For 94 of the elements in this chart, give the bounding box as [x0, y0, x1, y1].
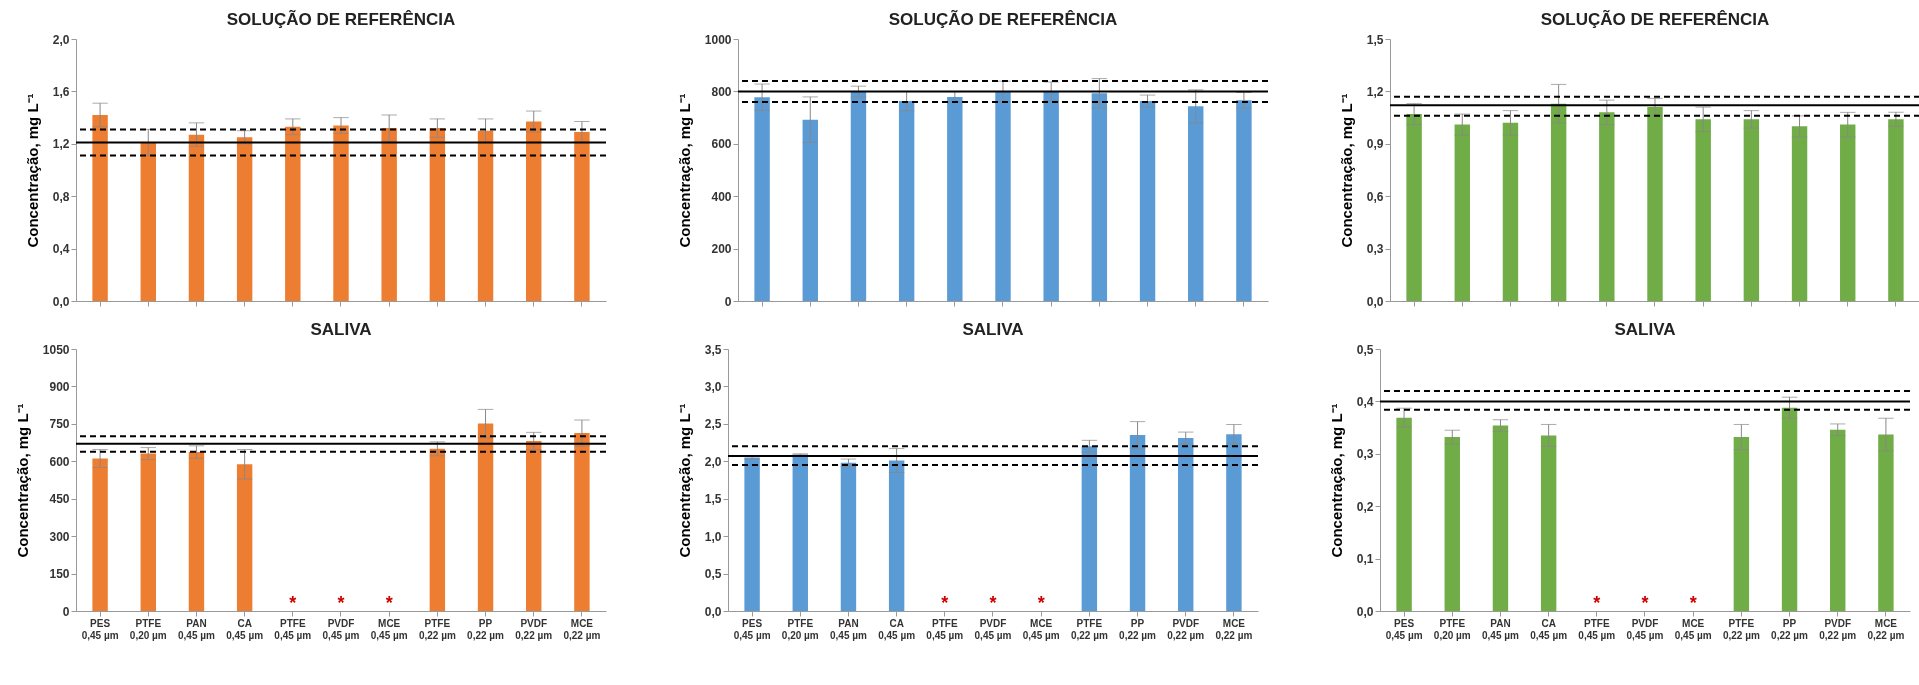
y-tick-label: 150	[49, 567, 70, 582]
x-tick-label: PVDF 0,22 µm	[515, 617, 553, 641]
chart-title: SALIVA	[962, 320, 1024, 339]
chart-title: SOLUÇÃO DE REFERÊNCIA	[226, 9, 456, 29]
x-tick-label: PTFE 0,22 µm	[1070, 617, 1108, 641]
text: *	[337, 593, 345, 613]
y-tick-label: 0,9	[1366, 137, 1384, 152]
y-tick-label: 1,6	[52, 84, 70, 99]
chart-title: SALIVA	[1614, 320, 1676, 339]
x-tick-label: PAN 0,45 µm	[830, 617, 867, 641]
y-tick-label: 0,6	[1366, 189, 1384, 204]
x-tick-label: PTFE 0,20 µm	[781, 617, 819, 641]
y-tick-label: 1,5	[704, 492, 722, 507]
x-tick-label: PVDF 0,22 µm	[1167, 617, 1205, 641]
x-tick-label: CA 0,45 µm	[878, 617, 916, 641]
y-axis-title: Concentração, mg L⁻¹	[675, 93, 693, 248]
text: *	[1641, 593, 1649, 613]
y-tick-label: 0,2	[1356, 499, 1374, 514]
x-tick-label: CA 0,45 µm	[1530, 617, 1568, 641]
text: *	[1037, 593, 1045, 613]
x-tick-label: PAN 0,45 µm	[178, 617, 215, 641]
y-tick-label: 3,5	[704, 342, 722, 357]
x-tick-label: PTFE 0,22 µm	[418, 617, 456, 641]
y-tick-label: 0,0	[1356, 604, 1374, 619]
y-tick-label: 2,0	[704, 454, 722, 469]
x-tick-label: MCE 0,45 µm	[1022, 617, 1060, 641]
y-axis-title: Concentração, mg L⁻¹	[13, 403, 31, 558]
text: *	[289, 593, 297, 613]
y-tick-label: 1050	[42, 342, 70, 357]
y-axis-title: Concentração, mg L⁻¹	[23, 93, 41, 248]
x-tick-label: PTFE 0,22 µm	[1722, 617, 1760, 641]
y-tick-label: 0,1	[1356, 552, 1374, 567]
x-tick-label: PTFE 0,45 µm	[1578, 617, 1616, 641]
y-tick-label: 2,5	[704, 417, 722, 432]
x-tick-label: PTFE 0,20 µm	[1433, 617, 1471, 641]
y-tick-label: 2,0	[52, 32, 70, 47]
x-tick-label: PTFE 0,45 µm	[274, 617, 312, 641]
text: *	[989, 593, 997, 613]
x-tick-label: MCE 0,22 µm	[1867, 617, 1905, 641]
text: *	[1689, 593, 1697, 613]
y-tick-label: 1,0	[704, 529, 722, 544]
x-tick-label: MCE 0,45 µm	[1674, 617, 1712, 641]
chart-title: SOLUÇÃO DE REFERÊNCIA	[1540, 9, 1770, 29]
text: *	[1593, 593, 1601, 613]
y-axis-title: Concentração, mg L⁻¹	[1337, 93, 1355, 248]
y-tick-label: 1000	[704, 32, 732, 47]
y-tick-label: 0,5	[1356, 342, 1374, 357]
text: *	[941, 593, 949, 613]
y-tick-label: 600	[711, 137, 732, 152]
y-tick-label: 300	[49, 529, 70, 544]
x-tick-label: PVDF 0,22 µm	[1819, 617, 1857, 641]
y-tick-label: 200	[711, 242, 732, 257]
x-tick-label: MCE 0,22 µm	[1215, 617, 1253, 641]
y-tick-label: 900	[49, 379, 70, 394]
y-tick-label: 450	[49, 492, 70, 507]
y-tick-label: 0	[62, 604, 70, 619]
x-tick-label: PES 0,45 µm	[81, 617, 119, 641]
x-tick-label: PVDF 0,45 µm	[974, 617, 1012, 641]
y-tick-label: 0,0	[1366, 294, 1384, 309]
y-tick-label: 400	[711, 189, 732, 204]
y-tick-label: 0,4	[52, 242, 70, 257]
x-tick-label: MCE 0,45 µm	[370, 617, 408, 641]
y-tick-label: 0,0	[52, 294, 70, 309]
y-tick-label: 0,4	[1356, 394, 1374, 409]
x-tick-label: PP 0,22 µm	[1771, 617, 1809, 641]
x-tick-label: MCE 0,22 µm	[563, 617, 601, 641]
y-tick-label: 1,2	[52, 137, 70, 152]
x-tick-label: PTFE 0,20 µm	[129, 617, 167, 641]
chart-title: SALIVA	[310, 320, 372, 339]
chart-title: SOLUÇÃO DE REFERÊNCIA	[888, 9, 1118, 29]
x-tick-label: PVDF 0,45 µm	[322, 617, 360, 641]
x-tick-label: PAN 0,45 µm	[1482, 617, 1519, 641]
x-tick-label: PP 0,22 µm	[1119, 617, 1157, 641]
x-tick-label: PES 0,45 µm	[733, 617, 771, 641]
y-tick-label: 0	[724, 294, 732, 309]
y-tick-label: 0,3	[1366, 242, 1384, 257]
y-tick-label: 0,0	[704, 604, 722, 619]
y-tick-label: 750	[49, 417, 70, 432]
x-tick-label: PP 0,22 µm	[467, 617, 505, 641]
y-tick-label: 0,8	[52, 189, 70, 204]
text: *	[385, 593, 393, 613]
y-axis-title: Concentração, mg L⁻¹	[1327, 403, 1345, 558]
y-tick-label: 3,0	[704, 379, 722, 394]
x-tick-label: CA 0,45 µm	[226, 617, 264, 641]
x-tick-label: PTFE 0,45 µm	[926, 617, 964, 641]
y-tick-label: 800	[711, 84, 732, 99]
x-tick-label: PVDF 0,45 µm	[1626, 617, 1664, 641]
y-axis-title: Concentração, mg L⁻¹	[675, 403, 693, 558]
x-tick-label: PES 0,45 µm	[1385, 617, 1423, 641]
y-tick-label: 0,3	[1356, 447, 1374, 462]
y-tick-label: 1,2	[1366, 84, 1384, 99]
y-tick-label: 0,5	[704, 567, 722, 582]
y-tick-label: 600	[49, 454, 70, 469]
y-tick-label: 1,5	[1366, 32, 1384, 47]
